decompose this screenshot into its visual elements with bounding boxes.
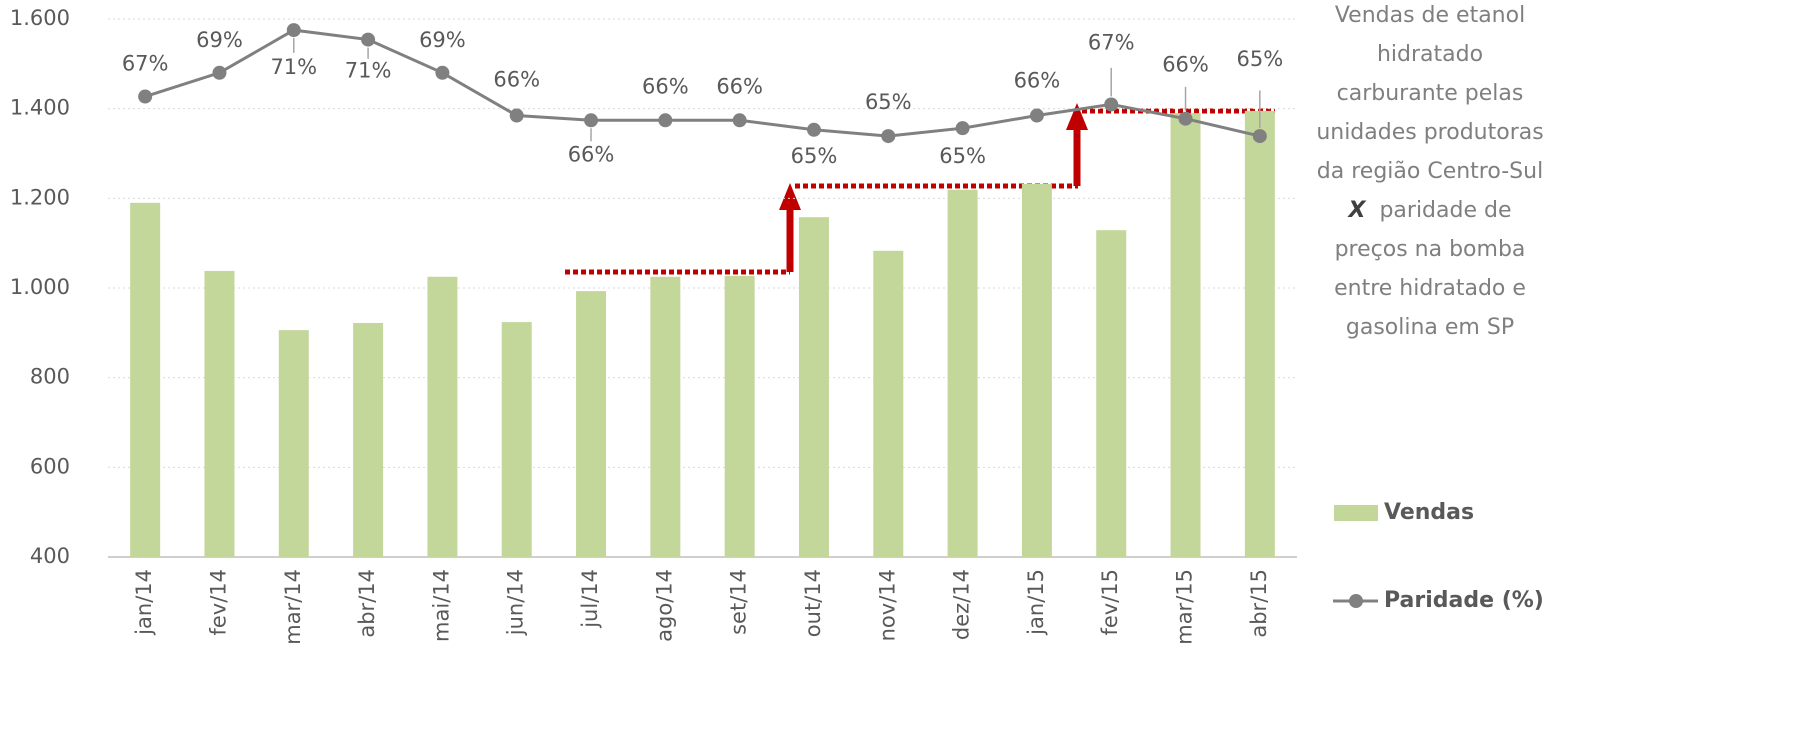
legend-marker xyxy=(1349,594,1363,608)
line xyxy=(144,28,1261,138)
x-tick-label: mar/15 xyxy=(1173,569,1197,645)
y-tick-label: 600 xyxy=(30,454,70,478)
line-marker xyxy=(509,108,524,123)
line-marker xyxy=(658,113,673,128)
title-line: hidratado xyxy=(1377,42,1483,67)
y-tick-label: 800 xyxy=(30,365,70,389)
title-line: da região Centro-Sul xyxy=(1317,159,1543,184)
bar xyxy=(427,276,458,557)
bar xyxy=(130,202,161,558)
line-marker xyxy=(435,65,450,80)
line-marker xyxy=(1029,108,1044,123)
chart-title: Vendas de etanol hidratado carburante pela… xyxy=(1316,3,1543,340)
x-tick-label: mar/14 xyxy=(281,569,305,645)
bar xyxy=(724,275,755,557)
bar xyxy=(1096,230,1127,558)
data-label: 67% xyxy=(122,52,169,76)
line-marker xyxy=(138,89,153,104)
data-label: 66% xyxy=(493,68,540,92)
line-marker xyxy=(732,113,747,128)
legend-label: Paridade (%) xyxy=(1384,588,1544,613)
x-tick-label: set/14 xyxy=(727,569,751,635)
y-tick-label: 1.400 xyxy=(10,96,70,120)
y-tick-label: 1.200 xyxy=(10,185,70,209)
y-tick-label: 400 xyxy=(30,544,70,568)
data-label: 66% xyxy=(642,74,689,98)
line-marker xyxy=(806,122,821,137)
x-tick-label: abr/14 xyxy=(355,569,379,638)
title-connector: X xyxy=(1346,198,1366,223)
line-marker xyxy=(584,113,599,128)
bar xyxy=(278,330,309,557)
x-tick-label: out/14 xyxy=(801,569,825,637)
line-marker xyxy=(286,23,301,38)
bar xyxy=(1244,110,1275,558)
data-label: 65% xyxy=(1237,47,1284,71)
x-tick-label: nov/14 xyxy=(875,569,899,641)
y-tick-label: 1.600 xyxy=(10,6,70,30)
x-tick-label: jan/14 xyxy=(132,569,156,636)
data-label: 65% xyxy=(939,144,986,168)
data-label: 69% xyxy=(419,28,466,52)
bar xyxy=(650,276,681,557)
title-line: unidades produtoras xyxy=(1316,120,1543,145)
title-line: carburante pelas xyxy=(1337,81,1524,106)
title-line: entre hidratado e xyxy=(1334,276,1526,301)
data-label: 65% xyxy=(865,90,912,114)
x-tick-label: fev/14 xyxy=(206,569,230,636)
data-label: 71% xyxy=(270,55,317,79)
data-label: 65% xyxy=(791,144,838,168)
bar xyxy=(353,322,384,557)
x-tick-label: dez/14 xyxy=(950,569,974,640)
legend-swatch xyxy=(1334,505,1378,521)
data-label: 69% xyxy=(196,28,243,52)
title-line: Vendas de etanol xyxy=(1335,3,1525,28)
x-tick-label: jul/14 xyxy=(578,569,602,629)
x-tick-label: ago/14 xyxy=(652,569,676,642)
annotation-arrows xyxy=(565,103,1275,275)
line-marker xyxy=(955,121,970,136)
line-marker xyxy=(881,129,896,144)
x-tick-label: abr/15 xyxy=(1247,569,1271,638)
bar xyxy=(798,217,829,557)
data-label: 71% xyxy=(345,59,392,83)
x-tick-label: fev/15 xyxy=(1098,569,1122,636)
line-marker xyxy=(1178,111,1193,126)
line-marker xyxy=(1252,129,1267,144)
x-tick-label: mai/14 xyxy=(429,569,453,642)
line-marker xyxy=(361,32,376,47)
x-tick-label: jun/14 xyxy=(504,569,528,636)
line-marker xyxy=(212,65,227,80)
bar xyxy=(947,189,978,557)
data-label: 66% xyxy=(1014,69,1061,93)
title-line: gasolina em SP xyxy=(1346,315,1514,340)
data-label: 66% xyxy=(716,74,763,98)
red-arrowhead xyxy=(779,183,801,210)
bar xyxy=(204,270,235,557)
bar xyxy=(1170,113,1201,558)
bar xyxy=(501,322,532,557)
bar xyxy=(1021,183,1052,557)
bar xyxy=(576,291,607,557)
line-marker xyxy=(1104,97,1119,112)
data-label: 66% xyxy=(1162,53,1209,77)
y-tick-label: 1.000 xyxy=(10,275,70,299)
title-line: paridade de xyxy=(1379,198,1511,223)
data-label: 66% xyxy=(568,142,615,166)
data-label: 67% xyxy=(1088,30,1135,54)
x-tick-label: jan/15 xyxy=(1024,569,1048,636)
legend-label: Vendas xyxy=(1384,500,1474,525)
bar xyxy=(873,250,904,557)
red-arrowhead xyxy=(1066,103,1088,130)
title-line: preços na bomba xyxy=(1335,237,1526,262)
